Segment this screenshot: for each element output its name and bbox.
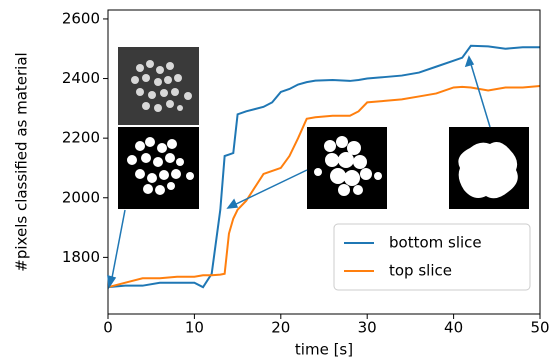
x-tick-label: 0 — [103, 319, 113, 337]
x-tick-label: 50 — [530, 319, 549, 337]
legend-label: top slice — [389, 262, 452, 280]
y-axis-label: #pixels classified as material — [13, 52, 31, 271]
y-tick-label: 2000 — [62, 188, 100, 206]
y-tick-label: 1800 — [62, 248, 100, 266]
x-tick-label: 30 — [358, 319, 377, 337]
y-tick-label: 2400 — [62, 69, 100, 87]
inset-raw — [118, 47, 199, 125]
arrow — [111, 210, 125, 283]
y-tick-label: 2600 — [62, 9, 100, 27]
arrow-head — [466, 57, 473, 66]
x-tick-label: 40 — [444, 319, 463, 337]
legend: bottom slice top slice — [334, 224, 530, 290]
x-tick-label: 10 — [185, 319, 204, 337]
legend-label: bottom slice — [389, 234, 482, 252]
arrow — [470, 61, 490, 127]
insets — [118, 47, 529, 209]
arrow — [232, 170, 307, 206]
inset-solid-blob — [458, 142, 517, 198]
x-tick-label: 20 — [271, 319, 290, 337]
chart: 1800 2000 2200 2400 2600 0 10 20 30 40 50 — [0, 0, 556, 362]
inset-segmented — [118, 127, 199, 209]
arrow-head — [228, 200, 237, 208]
y-tick-label: 2200 — [62, 129, 100, 147]
x-axis-label: time [s] — [295, 341, 353, 359]
